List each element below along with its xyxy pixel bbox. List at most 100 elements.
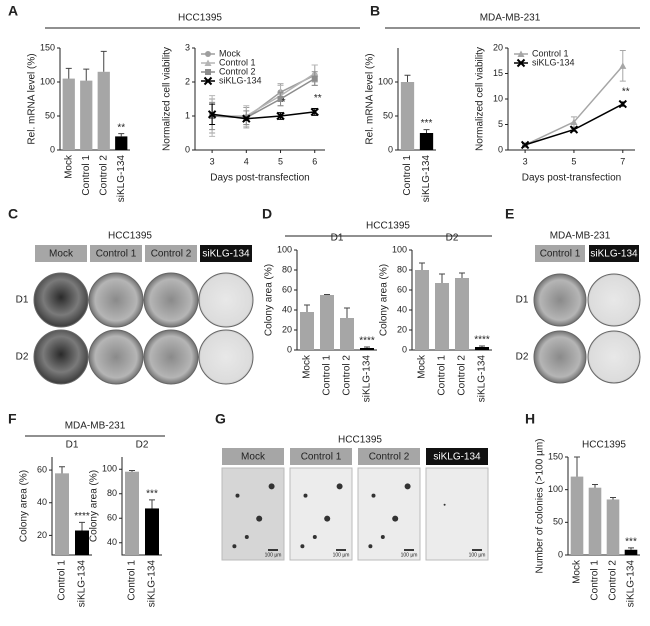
y-tick-label: 80 [282, 264, 292, 274]
error-bar [628, 547, 634, 550]
colony-dish [143, 272, 199, 328]
annotation: **** [74, 511, 90, 522]
x-tick-label: Control 1 [590, 560, 601, 601]
y-tick-label: 20 [397, 324, 407, 334]
x-tick-label: siKLG-134 [421, 155, 432, 203]
error-bar [149, 499, 155, 509]
chart-title: D2 [136, 440, 149, 451]
y-tick-label: 60 [282, 284, 292, 294]
bar [320, 295, 334, 350]
y-axis-label: Rel. mRNA level (%) [27, 53, 38, 144]
y-tick-label: 15 [493, 68, 503, 78]
panel-label: G [215, 411, 226, 427]
error-bar [344, 307, 350, 318]
x-tick-label: siKLG-134 [77, 560, 88, 608]
y-tick-label: 150 [40, 42, 55, 52]
error-bar [574, 456, 580, 477]
colony [244, 535, 249, 539]
colony [303, 493, 308, 498]
bar [300, 312, 314, 350]
column-header-label: Control 1 [540, 249, 581, 260]
soft-agar-image [357, 467, 421, 561]
y-tick-label: 60 [397, 284, 407, 294]
x-tick-label: Mock [63, 154, 74, 179]
marker [203, 76, 213, 86]
column-header [90, 245, 142, 262]
annotation: ** [117, 122, 125, 133]
error-bar [100, 50, 107, 72]
column-header [200, 245, 252, 262]
x-tick-label: siKLG-134 [116, 155, 127, 203]
row-label: D2 [516, 352, 529, 363]
x-tick-label: Control 1 [57, 560, 68, 601]
bar [97, 71, 110, 150]
series-line [524, 65, 624, 146]
y-tick-label: 150 [548, 451, 563, 461]
row-label: D2 [16, 352, 29, 363]
x-tick-label: 4 [244, 156, 249, 166]
x-tick-label: Control 1 [322, 355, 333, 396]
y-axis-label: Number of colonies (>100 µm) [535, 439, 546, 574]
colony [371, 493, 376, 498]
x-tick-label: Control 1 [81, 155, 92, 196]
chart-title: HCC1395 [582, 440, 626, 451]
panel-label: E [505, 206, 514, 222]
y-axis-label: Colony area (%) [89, 470, 100, 542]
bar [400, 82, 415, 150]
group-title: MDA-MB-231 [480, 13, 541, 24]
bar [55, 473, 69, 555]
column-header [358, 448, 420, 465]
y-tick-label: 100 [548, 484, 563, 494]
column-header-label: Mock [241, 452, 266, 463]
chart-title: D2 [446, 233, 459, 244]
error-bar [118, 133, 125, 137]
annotation: *** [146, 489, 158, 500]
bar [624, 549, 638, 555]
y-tick-label: 5 [498, 119, 503, 129]
panel-title: MDA-MB-231 [550, 231, 611, 242]
y-tick-label: 100 [277, 244, 292, 254]
y-tick-label: 100 [102, 464, 117, 474]
error-bar [79, 521, 85, 531]
x-tick-label: Control 2 [342, 355, 353, 396]
y-tick-label: 0 [287, 344, 292, 354]
x-tick-label: Mock [302, 354, 313, 379]
y-tick-label: 50 [553, 517, 563, 527]
annotation: ** [622, 87, 630, 98]
y-tick-label: 20 [493, 42, 503, 52]
bar [475, 347, 489, 350]
y-tick-label: 2 [185, 76, 190, 86]
y-tick-label: 0 [558, 549, 563, 559]
error-bar [83, 68, 90, 81]
error-bar [65, 67, 72, 79]
colony [404, 483, 411, 490]
scale-bar-label: 100 µm [265, 552, 282, 558]
error-bar [59, 466, 65, 474]
error-bar [439, 273, 445, 283]
bar [415, 270, 429, 350]
bar [125, 471, 139, 555]
panel-title: HCC1395 [338, 435, 382, 446]
marker [242, 114, 251, 123]
error-bar [592, 483, 598, 488]
x-tick-label: Control 1 [402, 155, 413, 196]
x-tick-label: 5 [571, 156, 576, 166]
column-header-label: Control 1 [96, 249, 137, 260]
annotation: *** [625, 536, 637, 547]
colony [268, 483, 275, 490]
column-header [35, 245, 87, 262]
scale-bar-label: 100 µm [333, 552, 350, 558]
y-tick-label: 0 [50, 144, 55, 154]
error-bar [129, 469, 135, 472]
marker [276, 111, 285, 121]
error-bar [610, 497, 616, 500]
soft-agar-image [289, 467, 353, 561]
bar [80, 80, 93, 150]
column-header [145, 245, 197, 262]
marker [205, 51, 211, 57]
colony [380, 535, 385, 539]
y-tick-label: 80 [397, 264, 407, 274]
colony [312, 535, 317, 539]
column-header [426, 448, 488, 465]
